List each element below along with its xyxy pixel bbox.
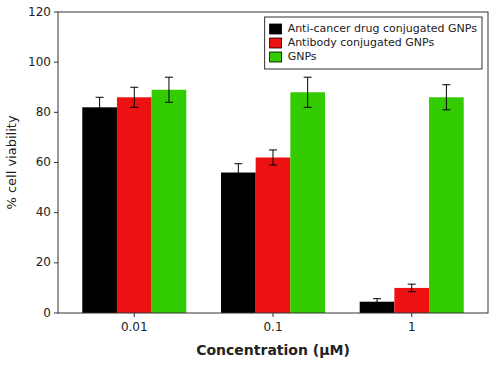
legend-label: Antibody conjugated GNPs: [288, 36, 435, 49]
y-tick: [54, 262, 58, 263]
y-tick-label: 40: [36, 205, 51, 219]
x-tick-label: 1: [408, 320, 416, 334]
y-tick: [54, 112, 58, 113]
error-cap: [442, 109, 450, 110]
error-bar: [304, 77, 312, 107]
error-bar: [442, 85, 450, 110]
error-cap: [408, 291, 416, 292]
error-line: [307, 77, 308, 107]
error-cap: [373, 298, 381, 299]
x-axis-label: Concentration (μM): [196, 342, 350, 358]
legend-swatch: [270, 38, 282, 48]
error-cap: [96, 97, 104, 98]
plot-frame: [58, 12, 488, 313]
error-bar: [408, 284, 416, 292]
error-cap: [234, 163, 242, 164]
y-tick-label: 20: [36, 255, 51, 269]
error-bar: [96, 97, 104, 117]
x-tick-label: 0.1: [263, 320, 282, 334]
error-bar: [234, 164, 242, 182]
y-tick: [54, 212, 58, 213]
legend-swatch: [270, 24, 282, 34]
error-bar: [373, 299, 381, 305]
bar: [290, 92, 325, 313]
x-tick: [134, 313, 135, 317]
bar: [429, 97, 464, 313]
legend-swatch: [270, 52, 282, 62]
error-line: [238, 164, 239, 182]
error-cap: [304, 107, 312, 108]
y-tick: [54, 62, 58, 63]
error-cap: [130, 87, 138, 88]
error-cap: [442, 84, 450, 85]
chart-svg: 0 20 40 60 80 100 120 0.01 0.1 1 Concentration (μM…: [0, 0, 500, 365]
error-line: [411, 284, 412, 292]
error-line: [134, 87, 135, 107]
bar: [117, 97, 152, 313]
error-cap: [165, 77, 173, 78]
error-cap: [96, 117, 104, 118]
x-tick-label: 0.01: [121, 320, 148, 334]
y-tick-label: 80: [36, 105, 51, 119]
error-cap: [165, 102, 173, 103]
y-tick: [54, 313, 58, 314]
error-line: [446, 85, 447, 110]
error-bar: [269, 150, 277, 165]
bar: [394, 288, 429, 313]
error-cap: [373, 304, 381, 305]
y-tick: [54, 12, 58, 13]
bar: [152, 90, 187, 313]
y-tick-label: 60: [36, 155, 51, 169]
error-line: [273, 150, 274, 165]
y-tick-label: 0: [43, 306, 51, 320]
error-bar: [165, 77, 173, 102]
error-cap: [269, 165, 277, 166]
x-tick: [273, 313, 274, 317]
y-tick: [54, 162, 58, 163]
error-line: [377, 299, 378, 305]
error-bar: [130, 87, 138, 107]
error-cap: [234, 181, 242, 182]
legend-label: Anti-cancer drug conjugated GNPs: [288, 22, 478, 35]
legend: Anti-cancer drug conjugated GNPsAntibody…: [265, 17, 482, 69]
error-line: [99, 97, 100, 117]
error-cap: [408, 284, 416, 285]
chart-container: 0 20 40 60 80 100 120 0.01 0.1 1 Concentration (μM…: [0, 0, 500, 365]
y-tick-label: 100: [28, 55, 51, 69]
error-line: [168, 77, 169, 102]
error-cap: [130, 107, 138, 108]
error-cap: [304, 77, 312, 78]
legend-label: GNPs: [288, 50, 317, 63]
bar: [82, 107, 117, 313]
legend-box: [265, 17, 482, 69]
y-axis-label: % cell viability: [4, 115, 19, 209]
bar: [256, 157, 291, 313]
y-tick-label: 120: [28, 5, 51, 19]
bar: [221, 173, 256, 313]
x-tick: [411, 313, 412, 317]
error-cap: [269, 149, 277, 150]
plot-area: [82, 77, 463, 313]
